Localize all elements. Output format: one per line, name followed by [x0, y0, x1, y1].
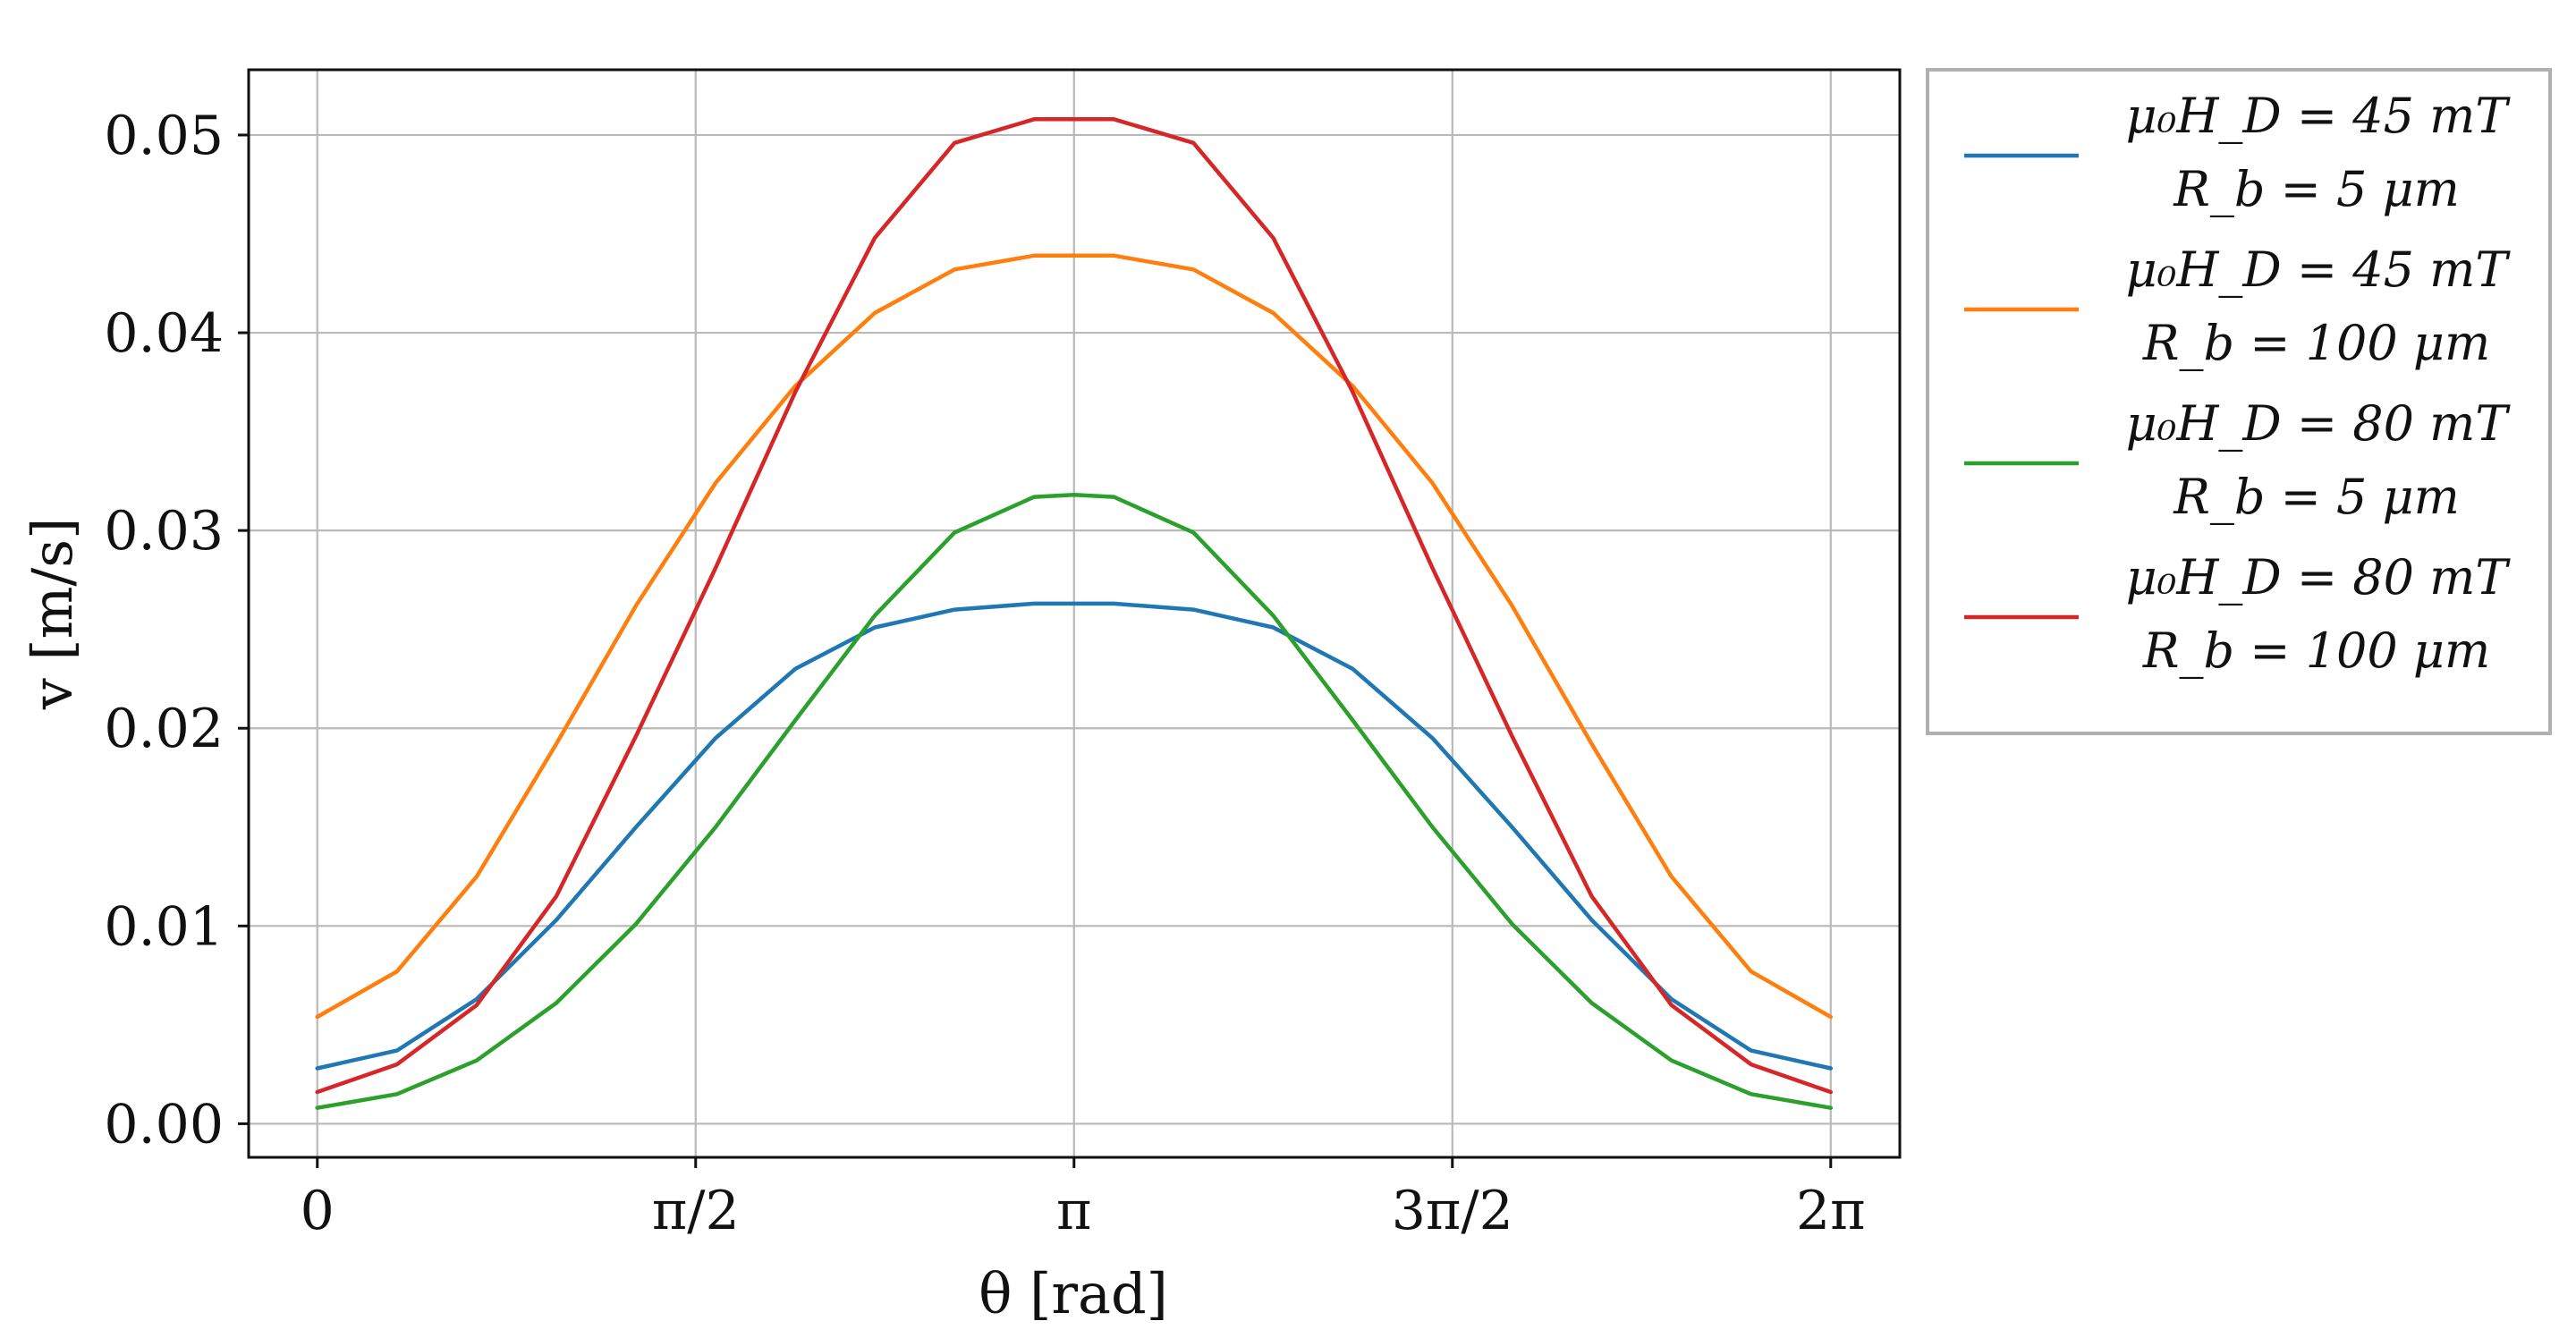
- legend-frame: [1926, 68, 2552, 735]
- x-axis-title: θ [rad]: [979, 1261, 1168, 1326]
- x-tick-label: 2π: [1796, 1180, 1866, 1242]
- x-tick-label: π: [1056, 1180, 1091, 1242]
- x-tick-label: π/2: [652, 1180, 740, 1242]
- legend-label-2-line-2: R_b = 100 μm: [2142, 315, 2490, 371]
- y-tick-label: 0.01: [104, 895, 224, 958]
- legend-label-4-line-2: R_b = 100 μm: [2142, 622, 2490, 679]
- legend: μ₀H_D = 45 mT R_b = 5 μm μ₀H_D = 45 mT R_b …: [1926, 68, 2552, 735]
- y-tick-label: 0.05: [104, 105, 224, 167]
- y-axis-title: v [m/s]: [20, 518, 85, 711]
- series-line-2: [315, 253, 1834, 1020]
- legend-label-2-line-1: μ₀H_D = 45 mT: [2126, 241, 2512, 298]
- legend-label-1-line-2: R_b = 5 μm: [2173, 161, 2460, 217]
- y-tick-label: 0.03: [104, 500, 224, 563]
- series-lines: [315, 117, 1834, 1110]
- x-tick-label: 3π/2: [1392, 1180, 1513, 1242]
- legend-label-3-line-1: μ₀H_D = 80 mT: [2126, 395, 2512, 452]
- y-tick-label: 0.04: [104, 302, 224, 365]
- y-tick-label: 0.02: [104, 698, 224, 760]
- series-line-1: [315, 601, 1834, 1071]
- legend-label-3-line-2: R_b = 5 μm: [2173, 469, 2460, 525]
- y-tick-label: 0.00: [104, 1093, 224, 1156]
- x-tick-label: 0: [301, 1180, 335, 1242]
- legend-label-4-line-1: μ₀H_D = 80 mT: [2126, 549, 2512, 605]
- grid: [249, 70, 1900, 1157]
- axis-ticks: 0 π/2 π 3π/2 2π 0.00 0.01 0.02 0.03 0.04 0.05: [104, 105, 1865, 1242]
- series-line-4: [315, 117, 1834, 1095]
- legend-label-1-line-1: μ₀H_D = 45 mT: [2126, 88, 2512, 144]
- series-line-3: [315, 493, 1834, 1110]
